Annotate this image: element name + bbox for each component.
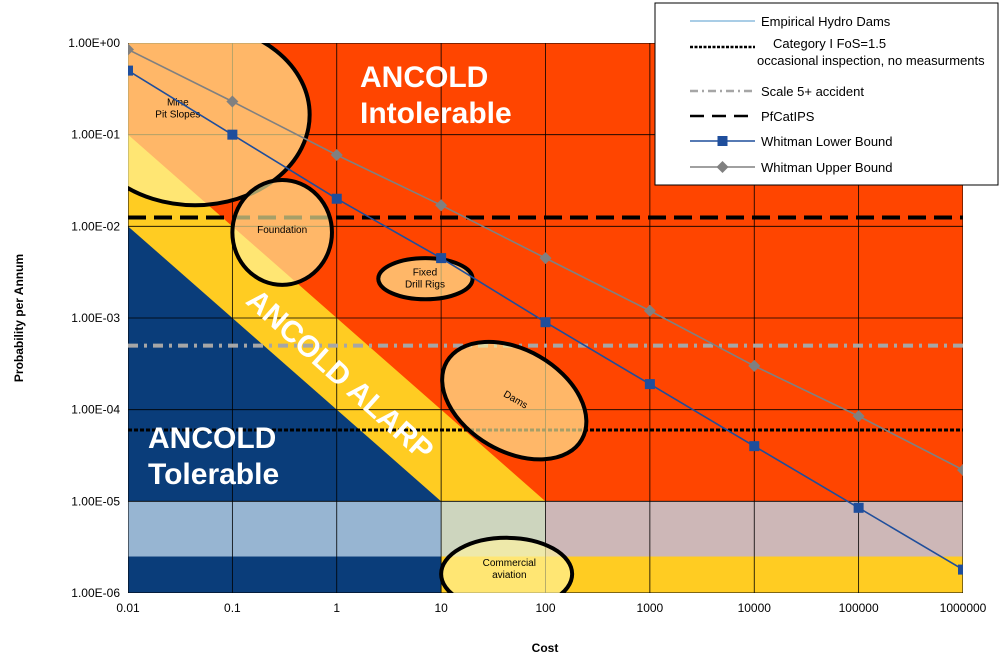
y-tick-0: 1.00E+00: [68, 36, 120, 50]
annotation-foundation: Foundation: [230, 178, 334, 287]
x-tick-4: 100: [535, 601, 555, 615]
y-tick-2: 1.00E-02: [71, 219, 120, 233]
legend-item-category-i-fos-1-5-occasional-inspection-no-measurments: Category I FoS=1.5 occasional inspection,…: [690, 36, 985, 68]
annotation-commercial-aviation: Commercial aviation: [439, 535, 575, 593]
whitman-upper-bound-point-8: [957, 463, 963, 476]
legend-item-scale-5-accident: Scale 5+ accident: [690, 84, 864, 99]
whitman-upper-bound-point-3: [435, 199, 448, 212]
x-tick-7: 100000: [839, 601, 879, 615]
x-axis-ticks: 0.01 0.1 1 10 100 1000 10000 100000 1000000: [116, 601, 986, 615]
annotation-mine-pit-slopes: Mine Pit Slopes: [128, 43, 312, 208]
y-tick-5: 1.00E-05: [71, 494, 120, 508]
y-axis-ticks: 1.00E+00 1.00E-01 1.00E-02 1.00E-03 1.00E-04…: [68, 36, 120, 600]
x-axis-label: Cost: [532, 641, 559, 655]
x-tick-1: 0.1: [224, 601, 241, 615]
series-whitman-upper-bound-markers: [128, 43, 963, 476]
whitman-upper-bound-point-4: [539, 252, 552, 265]
fixed-drill-rigs-ellipse: [376, 256, 475, 302]
foundation-ellipse: [230, 178, 334, 287]
whitman-lower-bound-point-3: [436, 253, 447, 264]
annotation-ellipses: Mine Pit Slopes Foundation Fixed Drill Rigs D…: [128, 43, 589, 593]
whitman-lower-bound-point-1: [227, 129, 238, 140]
whitman-upper-bound-point-1: [226, 95, 239, 108]
whitman-lower-bound-point-0: [128, 65, 133, 76]
zone-label-intolerable: ANCOLD Intolerable: [360, 61, 512, 130]
whitman-upper-bound-point-5: [643, 304, 656, 317]
whitman-upper-bound-point-2: [330, 149, 343, 162]
legend-label-whitman-upper-bound: Whitman Upper Bound: [761, 160, 893, 175]
y-tick-4: 1.00E-04: [71, 403, 120, 417]
legend-item-pfcatips: PfCatIPS: [690, 109, 815, 124]
dams-ellipse: [440, 339, 589, 462]
whitman-lower-bound-point-6: [749, 441, 760, 452]
foundation-label: Foundation: [257, 225, 307, 236]
whitman-lower-bound-point-2: [331, 193, 342, 204]
x-tick-8: 1000000: [940, 601, 987, 615]
fixed-drill-rigs-label: Fixed Drill Rigs: [405, 268, 445, 291]
whitman-upper-bound-point-7: [852, 410, 865, 423]
x-tick-0: 0.01: [116, 601, 140, 615]
y-tick-3: 1.00E-03: [71, 311, 120, 325]
y-tick-6: 1.00E-06: [71, 586, 120, 600]
whitman-lower-bound-point-4: [540, 317, 551, 328]
annotation-fixed-drill-rigs: Fixed Drill Rigs: [376, 256, 475, 302]
legend-item-whitman-upper-bound: Whitman Upper Bound: [690, 160, 893, 175]
legend-label-pfcatips: PfCatIPS: [761, 109, 815, 124]
legend-label-whitman-lower-bound: Whitman Lower Bound: [761, 134, 893, 149]
x-tick-6: 10000: [738, 601, 772, 615]
zone-label-tolerable: ANCOLD Tolerable: [148, 422, 279, 491]
legend-item-whitman-lower-bound: Whitman Lower Bound: [690, 134, 893, 149]
commercial-aviation-ellipse: [439, 535, 575, 593]
legend-label-scale-5-accident: Scale 5+ accident: [761, 84, 864, 99]
whitman-lower-bound-point-8: [958, 564, 963, 575]
legend-item-empirical-hydro-dams: Empirical Hydro Dams: [690, 14, 891, 29]
legend: Empirical Hydro Dams Category I FoS=1.5 oc…: [654, 2, 999, 186]
annotation-dams: Dams: [440, 339, 589, 462]
commercial-aviation-label: Commercial aviation: [483, 558, 536, 581]
series-whitman-lower-bound-markers: [128, 65, 963, 575]
whitman-lower-bound-point-5: [644, 379, 655, 390]
mine-pit-slopes-label: Mine Pit Slopes: [155, 97, 200, 120]
x-tick-5: 1000: [637, 601, 664, 615]
y-axis-label: Probability per Annum: [12, 254, 26, 382]
legend-box: [654, 2, 999, 186]
legend-label-category-i-fos-1-5-occasional-inspection-no-measurments: Category I FoS=1.5 occasional inspection,…: [757, 36, 985, 68]
whitman-upper-bound-point-6: [748, 359, 761, 372]
y-tick-1: 1.00E-01: [71, 128, 120, 142]
whitman-lower-bound-point-7: [853, 502, 864, 513]
whitman-upper-bound-point-0: [128, 43, 134, 56]
mine-pit-slopes-ellipse: [128, 43, 312, 208]
x-tick-3: 10: [434, 601, 448, 615]
x-tick-2: 1: [333, 601, 340, 615]
legend-label-empirical-hydro-dams: Empirical Hydro Dams: [761, 14, 891, 29]
